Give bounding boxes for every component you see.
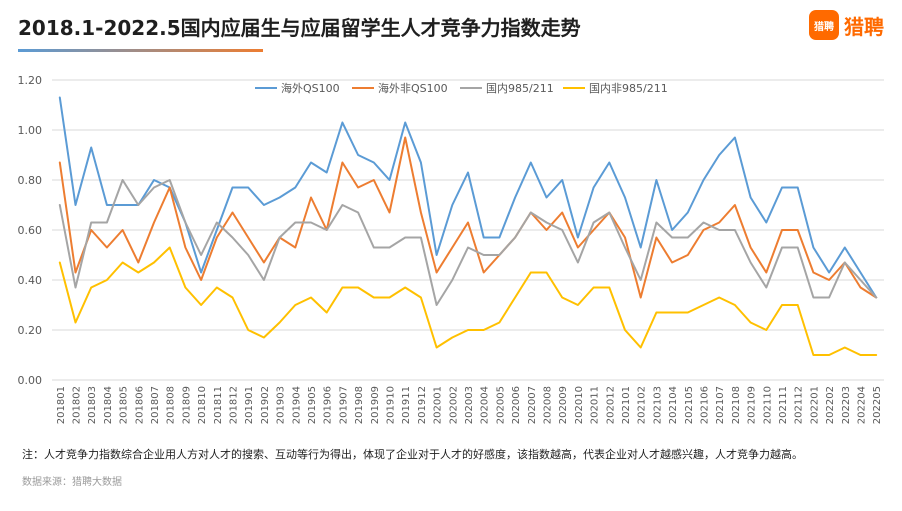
x-tick-label: 201905: [307, 386, 318, 424]
x-tick-label: 202010: [574, 386, 585, 424]
x-tick-label: 201809: [181, 386, 192, 424]
x-tick-label: 201811: [213, 386, 224, 424]
legend-label: 海外QS100: [281, 81, 340, 95]
x-tick-label: 202007: [527, 386, 538, 424]
x-tick-label: 202102: [637, 386, 648, 424]
x-tick-label: 202012: [605, 386, 616, 424]
x-tick-label: 202205: [872, 386, 883, 424]
x-tick-label: 202011: [590, 386, 601, 424]
y-tick-label: 1.20: [18, 74, 43, 87]
x-tick-label: 201810: [197, 386, 208, 424]
x-tick-label: 201907: [338, 386, 349, 424]
legend-label: 国内非985/211: [589, 81, 668, 95]
x-tick-label: 202204: [856, 386, 867, 424]
x-tick-label: 202111: [778, 386, 789, 424]
x-tick-label: 201906: [323, 386, 334, 424]
x-tick-label: 201910: [386, 386, 397, 424]
x-tick-label: 201903: [276, 386, 287, 424]
x-tick-label: 201804: [103, 386, 114, 424]
legend-label: 国内985/211: [486, 81, 554, 95]
y-tick-label: 0.80: [18, 174, 43, 187]
y-tick-label: 0.60: [18, 224, 43, 237]
series-line: [58, 179, 878, 306]
series-line: [58, 96, 878, 299]
x-tick-label: 202005: [495, 386, 506, 424]
legend-label: 海外非QS100: [378, 81, 448, 95]
x-tick-label: 202203: [841, 386, 852, 424]
x-tick-label: 202104: [668, 386, 679, 424]
x-tick-label: 202001: [433, 386, 444, 424]
x-tick-label: 201902: [260, 386, 271, 424]
x-tick-label: 202003: [464, 386, 475, 424]
x-tick-label: 201802: [72, 386, 83, 424]
x-tick-label: 202112: [794, 386, 805, 424]
x-tick-label: 202008: [542, 386, 553, 424]
x-tick-label: 202107: [715, 386, 726, 424]
x-tick-label: 202109: [747, 386, 758, 424]
x-tick-label: 201908: [354, 386, 365, 424]
x-tick-label: 202110: [762, 386, 773, 424]
x-tick-label: 201805: [119, 386, 130, 424]
x-tick-label: 202101: [621, 386, 632, 424]
x-tick-label: 201806: [134, 386, 145, 424]
title-underline: [18, 49, 263, 52]
y-tick-label: 0.20: [18, 324, 43, 337]
x-tick-label: 202006: [511, 386, 522, 424]
brand-logo: 猎聘 猎聘: [809, 10, 884, 40]
x-tick-label: 202106: [699, 386, 710, 424]
x-tick-label: 201807: [150, 386, 161, 424]
page-title: 2018.1-2022.5国内应届生与应届留学生人才竞争力指数走势: [18, 16, 581, 40]
y-tick-label: 0.00: [18, 374, 43, 387]
series-line: [58, 246, 878, 356]
logo-text: 猎聘: [844, 14, 884, 39]
y-tick-label: 1.00: [18, 124, 43, 137]
x-tick-label: 201901: [244, 386, 255, 424]
x-tick-label: 202108: [731, 386, 742, 424]
x-tick-label: 201909: [370, 386, 381, 424]
x-tick-label: 201912: [417, 386, 428, 424]
x-tick-label: 201911: [401, 386, 412, 424]
line-chart: 0.00 0.20 0.40 0.60 0.80 1.00 1.20 201801 201802…: [18, 74, 884, 424]
x-tick-label: 202202: [825, 386, 836, 424]
logo-badge-icon: 猎聘: [809, 10, 839, 40]
data-source: 数据来源：猎聘大数据: [22, 477, 122, 488]
x-tick-label: 202105: [684, 386, 695, 424]
x-tick-label: 201808: [166, 386, 177, 424]
y-tick-label: 0.40: [18, 274, 43, 287]
x-tick-label: 201803: [87, 386, 98, 424]
footnote: 注：人才竞争力指数综合企业用人方对人才的搜索、互动等行为得出，体现了企业对于人才…: [22, 448, 803, 461]
x-tick-label: 201812: [229, 386, 240, 424]
x-tick-label: 202009: [558, 386, 569, 424]
x-tick-label: 202201: [809, 386, 820, 424]
x-tick-label: 201904: [291, 386, 302, 424]
series-line: [58, 136, 878, 299]
x-tick-label: 201801: [56, 386, 67, 424]
x-tick-label: 202103: [652, 386, 663, 424]
x-tick-label: 202004: [480, 386, 491, 424]
x-tick-label: 202002: [448, 386, 459, 424]
